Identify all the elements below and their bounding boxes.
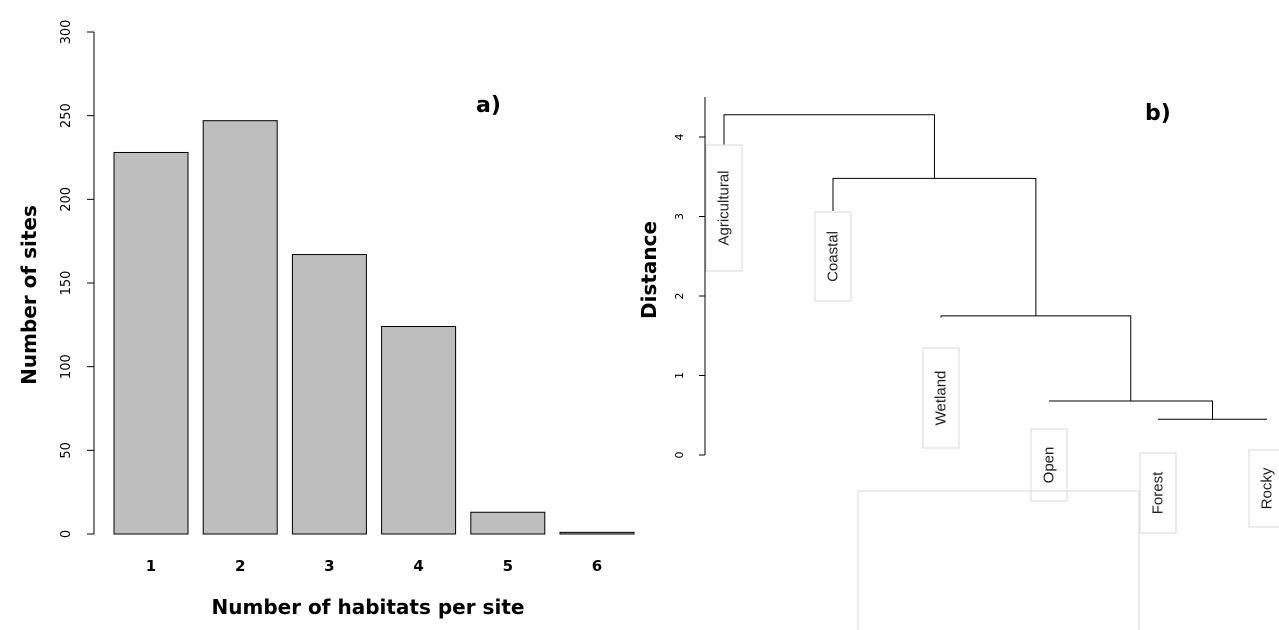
leaf-forest: Forest [1139, 452, 1177, 534]
dendrogram-branch [832, 177, 1037, 316]
y-tick-label: 3 [673, 213, 686, 220]
x-tick-label: 1 [146, 557, 156, 575]
bar-4 [381, 326, 457, 535]
y-tick-label: 0 [59, 530, 74, 538]
leaf-coastal: Coastal [814, 211, 852, 302]
leaf-label: Open [1041, 447, 1058, 484]
leaf-labels: Agricultural Coastal Wetland Open Forest Rock… [705, 144, 1279, 534]
y-axis: 0 50 100 150 200 250 300 [59, 20, 95, 538]
dendrogram-branches [723, 114, 1267, 420]
x-axis-title: Number of habitats per site [212, 595, 525, 619]
x-tick-label: 3 [324, 557, 334, 575]
x-tick-label: 2 [235, 557, 245, 575]
y-axis-title: Number of sites [17, 205, 41, 385]
y-tick-label: 4 [673, 134, 686, 141]
leaf-label: Wetland [933, 371, 950, 426]
y-tick-label: 200 [59, 187, 74, 212]
leaf-label: Rocky [1259, 467, 1276, 509]
bar-6 [559, 531, 635, 535]
y-tick-label: 1 [673, 372, 686, 379]
bars [113, 120, 635, 535]
leaf-wetland: Wetland [922, 347, 960, 449]
y-tick-label: 2 [673, 293, 686, 300]
bar-5 [470, 511, 546, 535]
leaf-label-box [922, 347, 960, 449]
leaf-label-box [814, 211, 852, 302]
dendrogram-branch [723, 114, 935, 179]
panel-label-b: b) [1145, 101, 1171, 126]
faint-frame [857, 490, 1140, 630]
leaf-label-box [1139, 452, 1177, 534]
panel-label-a: a) [476, 93, 501, 118]
leaf-rocky: Rocky [1248, 449, 1279, 528]
y-tick-label: 150 [59, 271, 74, 296]
x-tick-label: 6 [592, 557, 602, 575]
leaf-label-box [1030, 428, 1068, 502]
y-tick-label: 100 [59, 354, 74, 379]
y-axis: 0 1 2 3 4 [673, 97, 706, 459]
leaf-label-box [705, 144, 743, 272]
dendrogram-panel: 0 1 2 3 4 Agricultural Coastal Wetland Open Fore… [637, 97, 1279, 630]
y-tick-label: 0 [673, 452, 686, 459]
leaf-label: Coastal [825, 231, 842, 282]
dendrogram-branch [1049, 400, 1213, 420]
bar-chart-panel: 0 50 100 150 200 250 300 1 2 3 4 5 6 Number of habi… [17, 20, 635, 619]
x-tick-label: 4 [413, 557, 423, 575]
y-tick-label: 300 [59, 20, 74, 45]
x-tick-label: 5 [503, 557, 513, 575]
leaf-label: Forest [1150, 471, 1167, 514]
y-axis-title: Distance [637, 221, 661, 319]
x-tick-labels: 1 2 3 4 5 6 [146, 557, 602, 575]
leaf-label: Agricultural [716, 170, 733, 245]
bar-2 [202, 120, 278, 535]
y-tick-label: 250 [59, 103, 74, 128]
y-tick-label: 50 [59, 442, 74, 459]
leaf-label-box [1248, 449, 1279, 528]
bar-1 [113, 151, 189, 535]
leaf-open: Open [1030, 428, 1068, 502]
leaf-agricultural: Agricultural [705, 144, 743, 272]
bar-3 [291, 254, 367, 535]
dendrogram-branch [940, 315, 1132, 401]
